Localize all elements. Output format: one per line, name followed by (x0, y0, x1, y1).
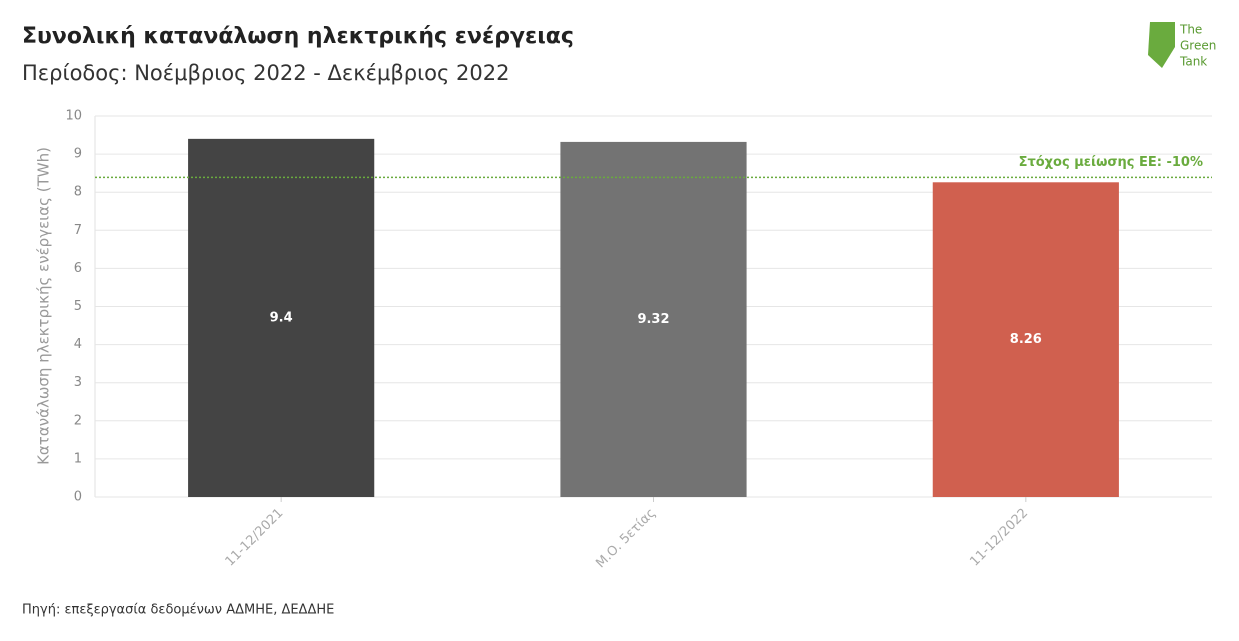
x-tick-label: Μ.Ο. 5ετίας (593, 506, 658, 571)
y-tick-label: 9 (74, 147, 82, 162)
y-tick-label: 8 (74, 185, 82, 200)
chart-subtitle: Περίοδος: Νοέμβριος 2022 - Δεκέμβριος 20… (22, 61, 509, 85)
logo-text: Green (1180, 39, 1216, 53)
chart-title: Συνολική κατανάλωση ηλεκτρικής ενέργειας (22, 24, 574, 49)
value-label: 9.4 (270, 310, 293, 325)
logo-text: The (1179, 23, 1202, 37)
bar (932, 182, 1119, 497)
logo-text: Tank (1179, 55, 1207, 69)
y-tick-label: 5 (74, 299, 82, 314)
logo-icon (1148, 22, 1175, 68)
y-tick-label: 1 (74, 451, 82, 466)
y-tick-label: 3 (74, 375, 82, 390)
value-label: 9.32 (637, 312, 669, 327)
logo: The Green Tank (1148, 22, 1216, 69)
x-tick-label: 11-12/2022 (967, 506, 1031, 570)
value-label: 8.26 (1010, 332, 1042, 347)
x-tick-label: 11-12/2021 (223, 506, 287, 570)
y-tick-label: 4 (74, 337, 82, 352)
y-axis-title: Κατανάλωση ηλεκτρικής ενέργειας (TWh) (35, 147, 53, 465)
y-tick-label: 7 (74, 223, 82, 238)
reference-label: Στόχος μείωσης ΕΕ: -10% (1019, 155, 1203, 170)
y-tick-label: 2 (74, 413, 82, 428)
y-tick-label: 10 (65, 109, 82, 124)
y-tick-label: 6 (74, 261, 82, 276)
source-note: Πηγή: επεξεργασία δεδομένων ΑΔΜΗΕ, ΔΕΔΔΗ… (22, 603, 334, 618)
y-tick-label: 0 (74, 490, 82, 505)
bar (188, 138, 375, 498)
plot-area: 0 1 2 3 4 5 6 7 8 9 10 11-12/2021 9.4 Μ.Ο. 5ετίας 9.32… (65, 109, 1212, 571)
bar (560, 141, 747, 497)
